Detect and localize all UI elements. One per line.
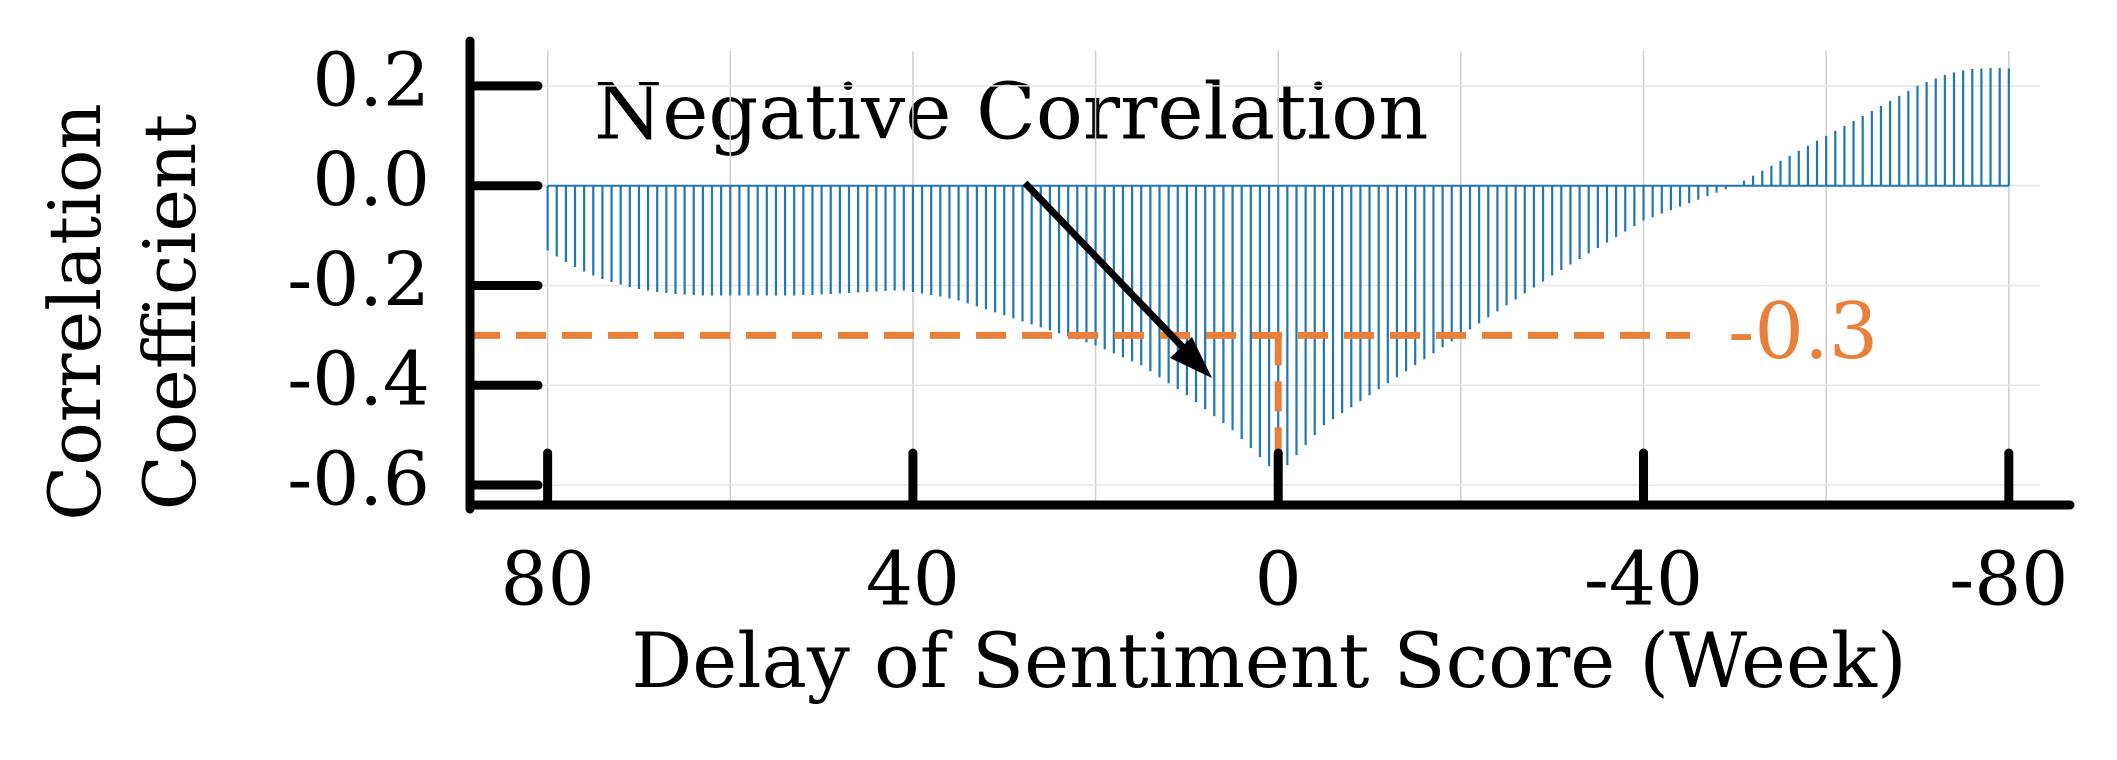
y-axis-label: Coefficient: [128, 114, 212, 511]
y-tick-label: -0.6: [287, 436, 430, 522]
x-tick-label: 40: [866, 536, 960, 622]
x-tick-label: 0: [1255, 536, 1302, 622]
y-tick-label: -0.2: [287, 237, 430, 323]
x-tick-label: -80: [1949, 536, 2068, 622]
y-tick-label: -0.4: [287, 337, 430, 423]
y-axis-label: Correlation: [33, 103, 117, 521]
y-tick-label: 0.0: [312, 137, 430, 223]
annotation: Negative Correlation: [594, 68, 1428, 158]
x-axis-label: Delay of Sentiment Score (Week): [631, 616, 1906, 705]
annotation-arrow: [1022, 180, 1198, 363]
x-tick-label: -40: [1584, 536, 1703, 622]
reference-label: -0.3: [1728, 287, 1878, 377]
annotation-arrowhead: [1170, 337, 1212, 378]
x-tick-label: 80: [501, 536, 595, 622]
y-tick-label: 0.2: [312, 37, 430, 123]
